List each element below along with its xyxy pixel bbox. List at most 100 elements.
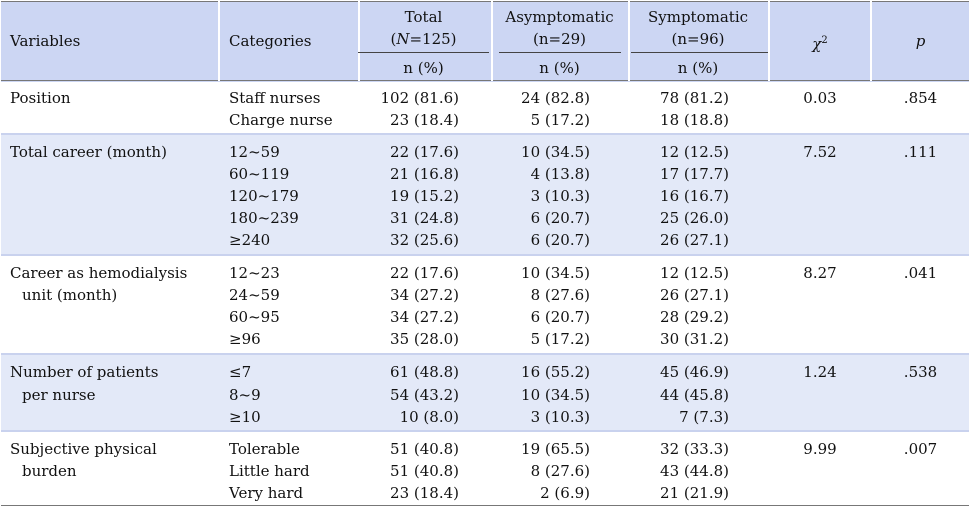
total-count: 54 (43.2) bbox=[390, 385, 459, 404]
symptomatic-count: 21 (21.9) bbox=[660, 484, 729, 502]
asymptomatic-count: 8 (27.6) bbox=[530, 462, 590, 480]
category-label: Tolerable bbox=[229, 440, 300, 458]
total-count: 34 (27.2) bbox=[390, 286, 459, 304]
category-label: ≤7 bbox=[229, 363, 252, 381]
header-total: Total bbox=[404, 8, 443, 26]
variable-name: Number of patients bbox=[10, 363, 159, 381]
group-separator bbox=[1, 430, 969, 432]
total-count: 34 (27.2) bbox=[390, 308, 459, 326]
category-label: ≥10 bbox=[229, 408, 261, 426]
category-label: 8~9 bbox=[229, 385, 261, 404]
p-value: .111 bbox=[903, 143, 938, 161]
symptomatic-count: 26 (27.1) bbox=[660, 286, 729, 304]
symptomatic-count: 32 (33.3) bbox=[660, 440, 729, 458]
p-value: .041 bbox=[903, 264, 938, 282]
header-sym-npct: n (%) bbox=[677, 59, 719, 77]
total-count: 19 (15.2) bbox=[390, 187, 459, 205]
asymptomatic-count: 3 (10.3) bbox=[530, 408, 590, 426]
total-count: 10 (8.0) bbox=[399, 408, 459, 426]
symptomatic-count: 28 (29.2) bbox=[660, 308, 729, 326]
asymptomatic-count: 10 (34.5) bbox=[521, 385, 590, 404]
category-label: Little hard bbox=[229, 462, 310, 480]
category-label: 120~179 bbox=[229, 187, 299, 205]
symptomatic-count: 78 (81.2) bbox=[660, 89, 729, 107]
group-separator bbox=[1, 353, 969, 355]
total-count: 51 (40.8) bbox=[390, 440, 459, 458]
header-chi-square: χ2 bbox=[812, 35, 828, 53]
category-label: Very hard bbox=[229, 484, 304, 502]
symptomatic-count: 45 (46.9) bbox=[660, 363, 729, 381]
header-categories: Categories bbox=[229, 32, 312, 50]
category-label: ≥96 bbox=[229, 330, 261, 348]
header-p-value: p bbox=[915, 32, 926, 50]
symptomatic-count: 30 (31.2) bbox=[660, 330, 729, 348]
variable-name: unit (month) bbox=[22, 286, 118, 304]
asymptomatic-count: 5 (17.2) bbox=[530, 330, 590, 348]
category-label: 60~119 bbox=[229, 165, 290, 183]
symptomatic-count: 43 (44.8) bbox=[660, 462, 729, 480]
header-asym-npct: n (%) bbox=[539, 59, 580, 77]
symptomatic-count: 25 (26.0) bbox=[660, 209, 729, 227]
category-label: 12~59 bbox=[229, 143, 280, 161]
header-asymptomatic-n: (n=29) bbox=[532, 30, 587, 48]
row-group bbox=[1, 135, 969, 254]
chi-square-value: 7.52 bbox=[803, 143, 837, 161]
header-total-n: (N=125) bbox=[390, 30, 457, 48]
chi-square-value: 8.27 bbox=[803, 264, 837, 282]
chi-square-value: 1.24 bbox=[803, 363, 837, 381]
variable-name: burden bbox=[22, 462, 77, 480]
asymptomatic-count: 16 (55.2) bbox=[521, 363, 590, 381]
total-count: 61 (48.8) bbox=[390, 363, 459, 381]
variable-name: Subjective physical bbox=[10, 440, 157, 458]
header-symptomatic: Symptomatic bbox=[647, 8, 749, 26]
total-count: 35 (28.0) bbox=[390, 330, 459, 348]
header-divider bbox=[358, 1, 360, 81]
chi-square-value: 9.99 bbox=[803, 440, 837, 458]
asymptomatic-count: 6 (20.7) bbox=[530, 308, 590, 326]
total-count: 31 (24.8) bbox=[390, 209, 459, 227]
category-label: 24~59 bbox=[229, 286, 280, 304]
category-label: ≥240 bbox=[229, 231, 271, 249]
asymptomatic-count: 6 (20.7) bbox=[530, 209, 590, 227]
symptomatic-count: 17 (17.7) bbox=[660, 165, 729, 183]
group-separator bbox=[1, 254, 969, 256]
header-divider bbox=[218, 1, 220, 81]
header-divider bbox=[768, 1, 770, 81]
sym-subrule bbox=[631, 52, 768, 53]
total-count: 32 (25.6) bbox=[390, 231, 459, 249]
header-divider bbox=[870, 1, 872, 81]
symptomatic-count: 16 (16.7) bbox=[660, 187, 729, 205]
p-value: .538 bbox=[903, 363, 938, 381]
total-count: 22 (17.6) bbox=[390, 143, 459, 161]
asymptomatic-count: 5 (17.2) bbox=[530, 111, 590, 129]
asymptomatic-count: 2 (6.9) bbox=[540, 484, 590, 502]
header-divider bbox=[491, 1, 493, 81]
table-bottom-rule bbox=[1, 505, 969, 506]
variable-name: Position bbox=[10, 89, 71, 107]
table-header bbox=[1, 1, 969, 82]
total-count: 22 (17.6) bbox=[390, 264, 459, 282]
row-group bbox=[1, 355, 969, 430]
symptomatic-count: 12 (12.5) bbox=[660, 264, 729, 282]
header-bottom-rule bbox=[1, 80, 969, 81]
symptomatic-count: 7 (7.3) bbox=[679, 408, 729, 426]
asymptomatic-count: 3 (10.3) bbox=[530, 187, 590, 205]
category-label: Staff nurses bbox=[229, 89, 321, 107]
category-label: 60~95 bbox=[229, 308, 280, 326]
header-asymptomatic: Asymptomatic bbox=[505, 8, 614, 26]
variable-name: Total career (month) bbox=[10, 143, 167, 161]
total-subrule bbox=[358, 52, 489, 53]
header-divider bbox=[628, 1, 630, 81]
asym-subrule bbox=[499, 52, 621, 53]
asymptomatic-count: 6 (20.7) bbox=[530, 231, 590, 249]
p-value: .007 bbox=[903, 440, 938, 458]
asymptomatic-count: 8 (27.6) bbox=[530, 286, 590, 304]
header-variables: Variables bbox=[10, 32, 81, 50]
p-value: .854 bbox=[903, 89, 938, 107]
category-label: 180~239 bbox=[229, 209, 299, 227]
header-total-npct: n (%) bbox=[403, 59, 444, 77]
header-symptomatic-n: (n=96) bbox=[671, 30, 725, 48]
chi-square-value: 0.03 bbox=[803, 89, 837, 107]
symptomatic-count: 26 (27.1) bbox=[660, 231, 729, 249]
